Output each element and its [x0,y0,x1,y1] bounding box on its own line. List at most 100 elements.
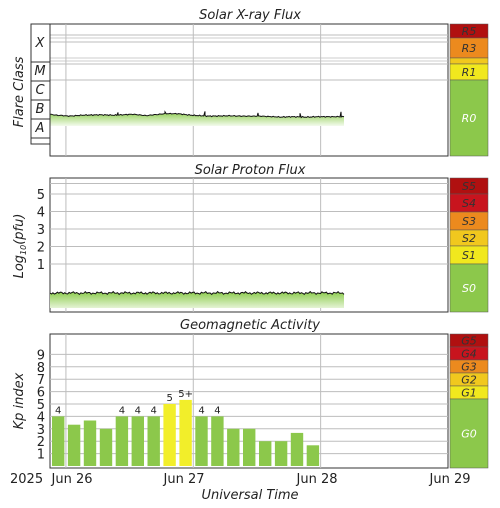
geomag-scale-band [449,398,489,469]
kp-bar-label: 4 [135,405,141,416]
x-tick-jun28: Jun 28 [296,472,338,487]
geomag-scale-label: G4 [461,348,477,361]
geomag-y-tick: 4 [37,410,45,425]
xray-class-label: C [35,83,45,98]
x-tick-jun27: Jun 27 [163,472,205,487]
kp-bar-label: 4 [119,405,125,416]
proton-ylabel: Log10(pfu) [12,214,28,279]
kp-bar [131,416,144,466]
xray-plot-frame [49,23,449,157]
proton-y-ticks: 5 4 3 2 1 [37,188,45,273]
kp-bar-label: 4 [151,405,157,416]
proton-scale-label: S4 [462,197,476,210]
kp-bar [67,424,81,466]
geomag-scale-label: G5 [461,335,477,348]
xray-series [49,110,345,126]
proton-y-tick: 3 [37,223,45,238]
geomag-y-tick: 8 [37,361,45,376]
kp-bar [83,420,97,466]
xray-flux-line [49,110,345,119]
proton-ylabel-sub: 10 [19,245,28,255]
geomag-scale-label: G2 [461,374,477,387]
proton-scale-label: S1 [462,249,476,262]
proton-title: Solar Proton Flux [195,163,306,178]
x-tick-jun26: Jun 26 [51,472,93,487]
x-axis-title: Universal Time [201,488,298,503]
kp-bar [115,416,129,466]
kp-bar [195,416,208,466]
proton-panel: 5 4 3 2 1 S5 S4 S3 S2 S1 S0 [37,177,489,313]
kp-bar [179,399,192,466]
kp-bar [211,416,224,466]
proton-grid [50,178,448,312]
x-tick-jun29: Jun 29 [429,472,471,487]
kp-bar [147,416,160,466]
kp-bar-label: 4 [214,405,220,416]
xray-title: Solar X-ray Flux [199,8,301,23]
xray-class-label: X [35,36,46,51]
xray-scale-label: R0 [462,112,477,125]
xray-class-label: A [35,121,45,136]
kp-bar [227,428,240,466]
proton-y-tick: 2 [37,241,45,256]
geomag-scale-label: G3 [461,361,477,374]
kp-bar-label: 4 [198,405,204,416]
proton-s-scale: S5 S4 S3 S2 S1 S0 [449,177,489,313]
kp-bar-label: 5 [167,393,173,404]
xray-scale-band [449,57,489,65]
kp-bar [306,445,320,466]
kp-bar [163,404,176,466]
geomag-scale-label: G1 [461,387,477,400]
proton-scale-label: S5 [462,180,476,193]
proton-scale-band [449,263,489,313]
proton-y-tick: 4 [37,206,45,221]
xray-r-scale: R5 R3 R1 R0 [449,23,489,157]
proton-y-tick: 1 [37,258,45,273]
geomag-y-tick: 7 [37,373,45,388]
geomag-y-tick: 9 [37,348,45,363]
kp-bar-label: 5+ [178,389,193,400]
xray-class-box [30,23,51,145]
kp-bar [290,432,304,466]
kp-bar [243,428,256,466]
proton-flux-area [50,291,344,308]
time-axis: 2025 Jun 26 Jun 27 Jun 28 Jun 29 Univers… [10,472,471,503]
xray-class-label: B [36,102,45,117]
proton-y-tick: 5 [37,188,45,203]
geomag-title: Geomagnetic Activity [180,318,320,333]
geomag-ylabel: Kp index [12,372,27,429]
geomag-y-tick: 6 [37,386,45,401]
proton-plot-frame [49,177,449,313]
proton-ylabel-main: Log [12,255,27,278]
kp-bar [274,441,288,466]
kp-bar [52,416,65,466]
proton-scale-label: S0 [462,282,476,295]
xray-scale-label: R5 [462,25,477,38]
xray-grid [50,24,448,156]
year-label: 2025 [10,472,43,487]
geomag-bars: 4 4 4 45 5+4 4 [52,389,320,466]
kp-bar [259,441,272,466]
xray-scale-label: R1 [462,66,477,79]
proton-scale-label: S3 [462,215,476,228]
xray-ylabel: Flare Class [12,56,27,127]
geomag-scale-label: G0 [461,428,477,441]
geomag-y-tick: 5 [37,398,45,413]
geomag-y-tick: 1 [37,448,45,463]
proton-scale-label: S2 [462,232,476,245]
kp-bar-label: 4 [55,405,61,416]
geomag-y-tick: 2 [37,435,45,450]
proton-ylabel-tail: (pfu) [12,214,27,245]
xray-scale-label: R3 [462,42,477,55]
proton-series [49,290,345,308]
proton-flux-line [49,290,345,296]
kp-bar [99,428,113,466]
xray-class-label: M [34,64,45,79]
xray-scale-band [449,79,489,157]
